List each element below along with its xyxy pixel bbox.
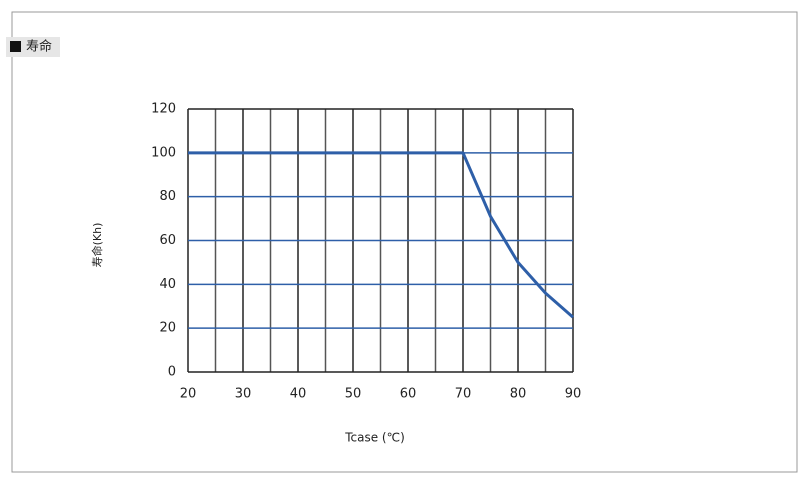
y-tick-label: 40 bbox=[159, 277, 176, 292]
chart-title: 寿命 bbox=[26, 39, 52, 55]
y-axis-label: 寿命(Kh) bbox=[90, 223, 104, 268]
x-tick-label: 80 bbox=[510, 387, 527, 402]
x-tick-label: 20 bbox=[180, 387, 197, 402]
x-axis-label: Tcase (℃) bbox=[344, 431, 405, 445]
x-tick-label: 40 bbox=[290, 387, 307, 402]
y-tick-label: 80 bbox=[159, 189, 176, 204]
frame bbox=[11, 11, 798, 473]
header-square bbox=[10, 41, 21, 52]
x-tick-label: 60 bbox=[400, 387, 417, 402]
x-tick-label: 50 bbox=[345, 387, 362, 402]
y-tick-label: 60 bbox=[159, 233, 176, 248]
y-tick-label: 20 bbox=[159, 321, 176, 336]
x-tick-label: 70 bbox=[455, 387, 472, 402]
data-line bbox=[188, 151, 574, 319]
x-tick-label: 90 bbox=[565, 387, 582, 402]
x-tick-label: 30 bbox=[235, 387, 252, 402]
y-tick-label: 120 bbox=[151, 102, 176, 117]
y-tick-label: 100 bbox=[151, 145, 176, 160]
y-tick-label: 0 bbox=[168, 365, 176, 380]
